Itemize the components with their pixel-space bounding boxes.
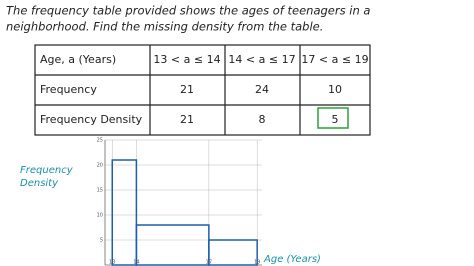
answer-box — [317, 107, 349, 129]
y-tick-label: 25 — [97, 138, 103, 144]
y-axis-label: Frequency Density — [20, 165, 73, 189]
header-line: neighborhood. Find the missing density f… — [6, 20, 323, 34]
table-cell: Age, a (Years) — [40, 53, 116, 66]
y-tick-label: 10 — [97, 213, 103, 219]
table-cell: 24 — [255, 83, 269, 96]
table-cell: 5 — [332, 113, 339, 126]
table-cell: Frequency Density — [40, 113, 143, 126]
y-tick-label: 20 — [97, 163, 103, 169]
y-tick-label: 15 — [97, 188, 103, 194]
y-tick-label: 5 — [100, 238, 103, 244]
bar — [135, 224, 210, 266]
table-grid — [34, 44, 371, 136]
table-cell: Frequency — [40, 83, 97, 96]
table-cell: 21 — [180, 113, 194, 126]
table-cell: 8 — [259, 113, 266, 126]
bar — [111, 159, 138, 266]
table-cell: 21 — [180, 83, 194, 96]
header-line: The frequency table provided shows the a… — [6, 4, 370, 18]
table-cell: 14 < a ≤ 17 — [228, 53, 295, 66]
table-cell: 10 — [328, 83, 342, 96]
table-cell: 13 < a ≤ 14 — [153, 53, 220, 66]
bar — [208, 239, 258, 266]
table-cell: 17 < a ≤ 19 — [301, 53, 368, 66]
x-axis-label: Age (Years) — [263, 254, 321, 265]
